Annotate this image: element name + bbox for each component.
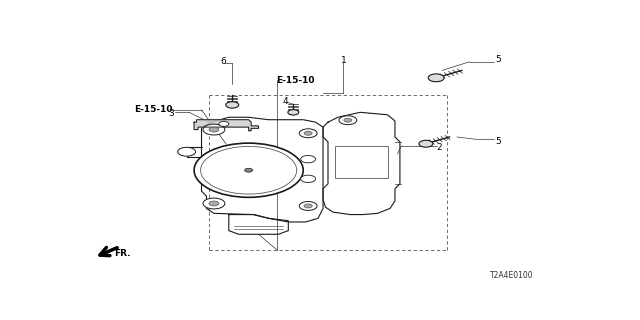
Text: 5: 5	[495, 137, 501, 146]
Circle shape	[203, 198, 225, 209]
Text: T2A4E0100: T2A4E0100	[490, 271, 533, 280]
Circle shape	[288, 110, 299, 115]
Circle shape	[226, 102, 239, 108]
Circle shape	[194, 143, 303, 197]
Circle shape	[301, 175, 316, 182]
Circle shape	[304, 131, 312, 135]
Text: 3: 3	[168, 108, 174, 117]
Circle shape	[178, 147, 196, 156]
Text: FR.: FR.	[114, 249, 130, 258]
Polygon shape	[194, 120, 259, 131]
Text: 5: 5	[495, 55, 501, 64]
Circle shape	[428, 74, 444, 82]
Circle shape	[304, 204, 312, 208]
Circle shape	[301, 156, 316, 163]
Circle shape	[209, 201, 219, 206]
Circle shape	[344, 118, 352, 122]
Circle shape	[244, 168, 253, 172]
Circle shape	[300, 129, 317, 138]
Text: E-15-10: E-15-10	[134, 105, 173, 114]
Text: 1: 1	[341, 56, 347, 65]
Bar	[335, 146, 388, 178]
Circle shape	[419, 140, 433, 147]
Circle shape	[203, 124, 225, 135]
Circle shape	[339, 116, 356, 124]
Circle shape	[300, 202, 317, 210]
Circle shape	[209, 127, 219, 132]
Circle shape	[219, 121, 229, 126]
Text: 2: 2	[436, 143, 442, 152]
Text: 6: 6	[221, 57, 227, 66]
Text: E-15-10: E-15-10	[276, 76, 314, 85]
Text: 4: 4	[282, 97, 288, 106]
